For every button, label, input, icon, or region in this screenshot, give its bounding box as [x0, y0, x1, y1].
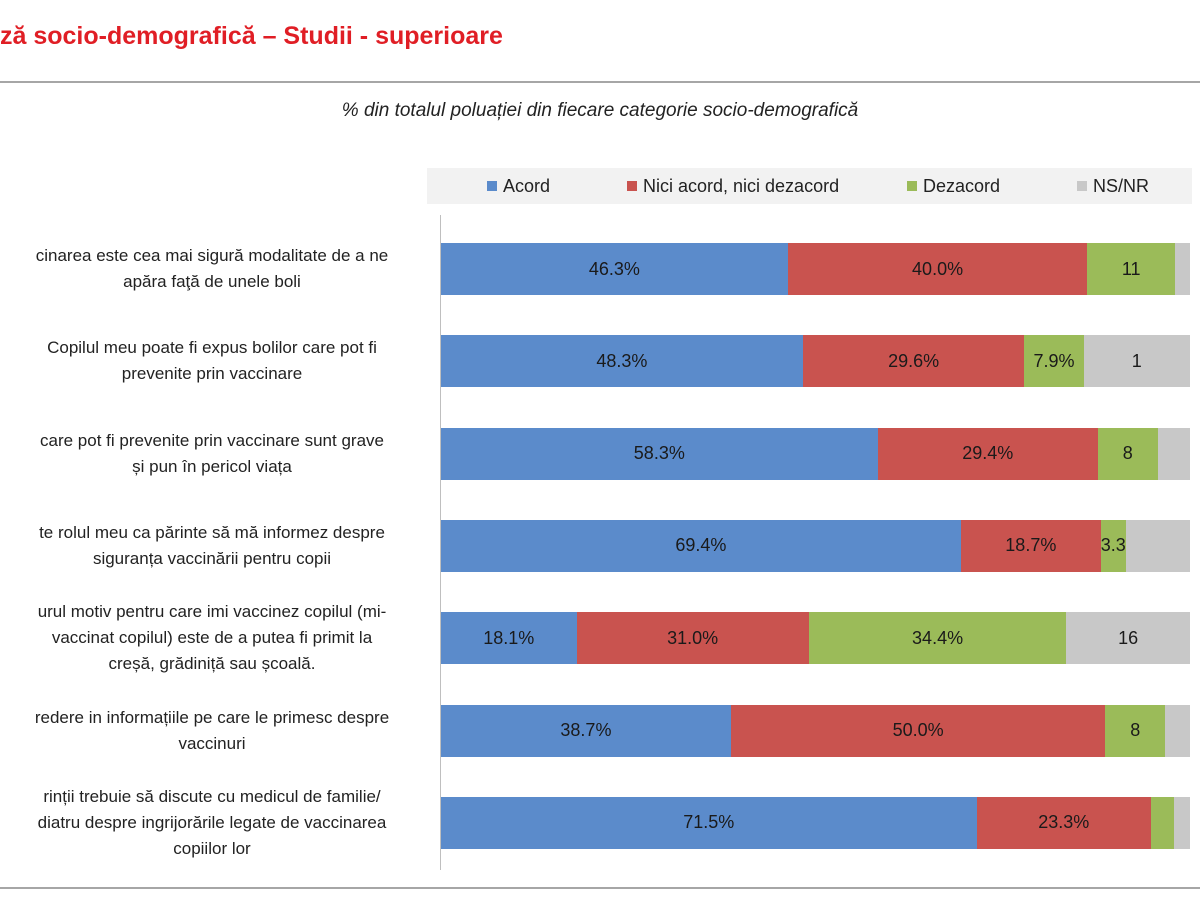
- legend-item: NS/NR: [1077, 176, 1149, 197]
- bar-segment-acord: 38.7%: [441, 704, 731, 757]
- bar-segment-ns-nr: [1125, 519, 1190, 572]
- data-label: 29.6%: [888, 350, 940, 371]
- data-label: 18.1%: [483, 627, 535, 648]
- category-label-line: te rolul meu ca părinte să mă informez d…: [39, 522, 385, 542]
- data-label: 7.9%: [1033, 350, 1075, 371]
- bar-segment-dezacord: 8: [1097, 427, 1158, 480]
- bar-segment-acord: 71.5%: [441, 796, 977, 849]
- data-label: 40.0%: [912, 258, 964, 279]
- category-label-line: Copilul meu poate fi expus bolilor care …: [47, 338, 377, 358]
- category-label-line: urul motiv pentru care imi vaccinez copi…: [37, 602, 387, 622]
- bar-segment-acord: 58.3%: [441, 427, 878, 480]
- data-label: 1: [1131, 350, 1142, 371]
- data-label: 23.3%: [1038, 812, 1090, 833]
- category-label-line: cinarea este cea mai sigură modalitate d…: [35, 246, 389, 265]
- data-label: 71.5%: [683, 812, 735, 833]
- data-label: 46.3%: [588, 258, 640, 279]
- bar-segment-acord: 46.3%: [441, 243, 788, 295]
- category-label-line: siguranța vaccinării pentru copii: [92, 548, 332, 568]
- bar-segment-ns-nr: [1157, 427, 1190, 480]
- bar-segment-dezacord: 34.4%: [808, 612, 1067, 665]
- legend-item: Acord: [487, 176, 550, 197]
- category-label-line: vaccinat copilul) este de a putea fi pri…: [51, 628, 373, 648]
- category-label: urul motiv pentru care imi vaccinez copi…: [4, 599, 420, 677]
- legend-swatch: [487, 181, 497, 191]
- data-label: 50.0%: [892, 720, 944, 740]
- category-label: rinții trebuie să discute cu medicul de …: [4, 784, 420, 862]
- bar-segment-ns-nr: [1165, 704, 1190, 757]
- category-label: cinarea este cea mai sigură modalitate d…: [4, 243, 420, 295]
- legend-item: Nici acord, nici dezacord: [627, 176, 839, 197]
- bar-segment-acord: 69.4%: [441, 519, 961, 572]
- bar-segment-nici-acord-nici-dezacord: 18.7%: [960, 519, 1101, 572]
- category-label: te rolul meu ca părinte să mă informez d…: [4, 520, 420, 572]
- bar-segment-acord: 18.1%: [441, 612, 577, 665]
- legend-item: Dezacord: [907, 176, 1000, 197]
- data-label: 58.3%: [633, 443, 685, 464]
- chart-subtitle: % din totalul poluației din fiecare cate…: [341, 100, 859, 121]
- bar-segment-ns-nr: 16: [1066, 612, 1190, 665]
- category-label: Copilul meu poate fi expus bolilor care …: [4, 335, 420, 387]
- bar-segment-ns-nr: 1: [1083, 335, 1190, 388]
- bar-segment-nici-acord-nici-dezacord: 23.3%: [976, 796, 1152, 849]
- data-label: 69.4%: [675, 535, 727, 556]
- data-label: 11: [1121, 258, 1141, 279]
- data-label: 31.0%: [667, 627, 719, 648]
- category-axis: [440, 215, 441, 870]
- bar-segment-nici-acord-nici-dezacord: 40.0%: [787, 243, 1088, 295]
- category-label-line: rinții trebuie să discute cu medicul de …: [43, 786, 381, 806]
- category-label: care pot fi prevenite prin vaccinare sun…: [4, 428, 420, 480]
- bar-segment-dezacord: 8: [1105, 704, 1166, 757]
- page-title: ză socio-demografică – Studii - superioa…: [0, 22, 503, 50]
- legend-label: Acord: [503, 176, 551, 196]
- legend-label: NS/NR: [1093, 176, 1150, 196]
- legend-swatch: [1077, 181, 1087, 191]
- data-label: 8: [1130, 720, 1141, 740]
- category-label-line: creșă, grădiniță sau școală.: [108, 654, 316, 674]
- bottom-divider: [0, 887, 1200, 889]
- category-label-line: și pun în pericol viața: [132, 456, 292, 476]
- category-label-line: apăra faţă de unele boli: [123, 272, 301, 291]
- category-label-line: vaccinuri: [178, 733, 246, 753]
- data-label: 29.4%: [962, 443, 1014, 464]
- bar-segment-ns-nr: [1175, 243, 1190, 295]
- legend-swatch: [907, 181, 917, 191]
- data-label: 16: [1118, 627, 1139, 648]
- bar-segment-nici-acord-nici-dezacord: 29.6%: [802, 335, 1025, 388]
- category-label-line: diatru despre ingrijorările legate de va…: [37, 812, 387, 832]
- data-label: 34.4%: [912, 627, 964, 648]
- bar-segment-nici-acord-nici-dezacord: 31.0%: [576, 612, 809, 665]
- bar-segment-dezacord: 3.3: [1100, 519, 1126, 572]
- bar-segment-dezacord: [1151, 796, 1174, 849]
- data-label: 3.3: [1100, 535, 1126, 556]
- bar-segment-nici-acord-nici-dezacord: 29.4%: [877, 427, 1098, 480]
- data-label: 48.3%: [596, 350, 648, 371]
- legend: Acord Nici acord, nici dezacord Dezacord NS…: [427, 168, 1192, 204]
- legend-label: Nici acord, nici dezacord: [643, 176, 840, 196]
- bar-segment-acord: 48.3%: [441, 335, 803, 388]
- category-label-line: care pot fi prevenite prin vaccinare sun…: [40, 430, 384, 450]
- legend-swatch: [627, 181, 637, 191]
- bar-segment-dezacord: 11: [1087, 243, 1175, 295]
- category-label-line: copiilor lor: [173, 838, 251, 858]
- legend-label: Dezacord: [923, 176, 1001, 196]
- top-divider: [0, 81, 1200, 83]
- data-label: 18.7%: [1005, 535, 1057, 556]
- category-label-line: redere in informațiile pe care le primes…: [34, 707, 390, 727]
- bar-segment-nici-acord-nici-dezacord: 50.0%: [730, 704, 1106, 757]
- data-label: 38.7%: [560, 720, 612, 740]
- bar-segment-ns-nr: [1173, 796, 1190, 849]
- category-label-line: prevenite prin vaccinare: [121, 364, 303, 384]
- bar-segment-dezacord: 7.9%: [1024, 335, 1084, 388]
- category-label: redere in informațiile pe care le primes…: [4, 705, 420, 757]
- data-label: 8: [1122, 443, 1133, 464]
